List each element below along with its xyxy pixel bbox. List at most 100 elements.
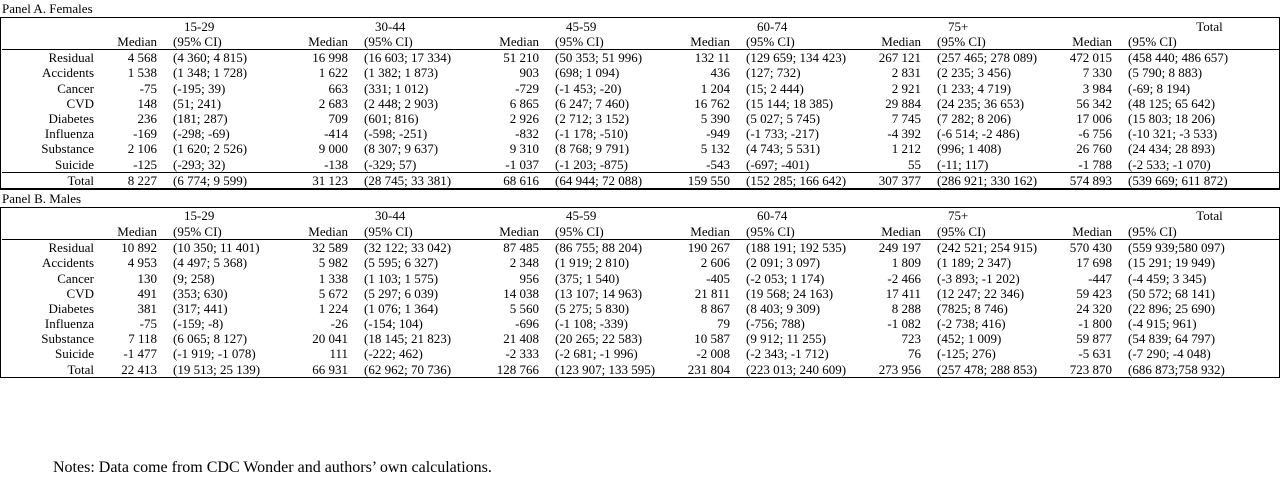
ci-value: (-2 681; -1 996) [555, 346, 638, 362]
table-row: Accidents 1 538 (1 348; 1 728) 1 622 (1 382;… [2, 65, 1280, 80]
ci-value: (8 768; 9 791) [555, 141, 630, 157]
ci-value: (86 755; 88 204) [555, 240, 643, 256]
ci-value: (-4 459; 3 345) [1128, 270, 1207, 286]
median-value: 491 [137, 285, 158, 301]
ci-value: (-2 533; -1 070) [1128, 156, 1211, 172]
ci-value: (317; 441) [173, 300, 228, 316]
median-value: -4 392 [887, 126, 921, 142]
median-value: 21 408 [503, 331, 539, 347]
table-row: Influenza -75 (-159; -8) -26 (-154; 104) -696… [2, 316, 1280, 331]
ci-value: (5 595; 6 327) [364, 255, 439, 271]
median-value: 128 766 [496, 361, 539, 377]
ci-value: (7 282; 8 206) [937, 111, 1012, 127]
median-value: 3 984 [1082, 80, 1112, 96]
median-value: 20 041 [312, 331, 348, 347]
median-value: 4 568 [127, 50, 157, 66]
age-group-header: Total [1196, 208, 1223, 224]
median-value: 21 811 [694, 285, 730, 301]
ci-value: (9 912; 11 255) [746, 331, 827, 347]
ci-value: (6 774; 9 599) [165, 171, 293, 188]
median-header: Median [866, 34, 929, 51]
median-value: -1 037 [505, 156, 539, 172]
median-value: 16 762 [694, 95, 730, 111]
row-label: Residual [48, 50, 95, 66]
table-row: Cancer -75 (-195; 39) 663 (331; 1 012) -729 (-… [2, 81, 1280, 96]
median-header: Median [102, 223, 165, 241]
table-row: Residual 4 568 (4 360; 4 815) 16 998 (16 603… [2, 50, 1280, 66]
table-row: CVD 491 (353; 630) 5 672 (5 297; 6 039) 14 03… [2, 286, 1280, 301]
ci-value: (-195; 39) [173, 80, 226, 96]
age-group-header: 30-44 [375, 18, 406, 34]
row-label: Suicide [55, 346, 94, 362]
ci-value: (54 839; 64 797) [1128, 331, 1216, 347]
ci-value: (20 265; 22 583) [555, 331, 643, 347]
ci-value: (6 065; 8 127) [173, 331, 248, 347]
table-row: Diabetes 381 (317; 441) 1 224 (1 076; 1 364)… [2, 301, 1280, 316]
median-value: -1 788 [1078, 156, 1112, 172]
median-value: -696 [515, 316, 539, 332]
ci-header: (95% CI) [547, 223, 675, 241]
ci-value: (-2 738; 416) [937, 316, 1006, 332]
age-group-header: 45-59 [566, 18, 597, 34]
median-value: -949 [706, 126, 730, 142]
median-value: 29 884 [885, 95, 921, 111]
median-value: 8 867 [700, 300, 730, 316]
ci-value: (-10 321; -3 533) [1128, 126, 1218, 142]
median-value: 7 330 [1082, 65, 1112, 81]
median-value: 1 338 [318, 270, 348, 286]
median-value: -543 [706, 156, 730, 172]
table-notes: Notes: Data come from CDC Wonder and aut… [53, 459, 492, 476]
ci-header: (95% CI) [1120, 34, 1280, 51]
ci-value: (242 521; 254 915) [937, 240, 1038, 256]
median-value: 26 760 [1076, 141, 1112, 157]
median-value: 2 606 [700, 255, 730, 271]
median-value: 31 123 [293, 171, 356, 188]
ci-header: (95% CI) [738, 34, 866, 51]
median-value: 190 267 [687, 240, 730, 256]
median-value: 6 865 [509, 95, 539, 111]
row-label: Substance [41, 141, 94, 157]
table-row: Accidents 4 953 (4 497; 5 368) 5 982 (5 595;… [2, 255, 1280, 270]
row-label: Accidents [42, 255, 94, 271]
median-value: 5 672 [318, 285, 348, 301]
median-value: 4 953 [127, 255, 157, 271]
ci-value: (257 465; 278 089) [937, 50, 1038, 66]
age-group-header: Total [1196, 18, 1223, 34]
median-value: 2 831 [891, 65, 921, 81]
ci-header: (95% CI) [929, 34, 1057, 51]
median-value: -729 [515, 80, 539, 96]
row-label: Accidents [42, 65, 94, 81]
median-value: 436 [710, 65, 731, 81]
ci-value: (-7 290; -4 048) [1128, 346, 1211, 362]
ci-value: (28 745; 33 381) [356, 171, 484, 188]
panel-table: 15-29 30-44 45-59 60-74 75+ Total Median (95% C… [2, 208, 1280, 377]
ci-value: (-1 178; -510) [555, 126, 628, 142]
ci-value: (2 091; 3 097) [746, 255, 821, 271]
median-value: 307 377 [866, 171, 929, 188]
median-value: 5 132 [700, 141, 730, 157]
table-row: Residual 10 892 (10 350; 11 401) 32 589 (32 … [2, 240, 1280, 256]
median-value: 8 227 [102, 171, 165, 188]
ci-header: (95% CI) [929, 223, 1057, 241]
median-value: 51 210 [503, 50, 539, 66]
median-value: -125 [133, 156, 157, 172]
median-value: 9 310 [509, 141, 539, 157]
row-label: Residual [48, 240, 95, 256]
median-value: 16 998 [312, 50, 348, 66]
ci-value: (2 448; 2 903) [364, 95, 439, 111]
row-label: Total [67, 361, 94, 377]
median-value: 2 926 [509, 111, 539, 127]
ci-value: (15 144; 18 385) [746, 95, 834, 111]
ci-header: (95% CI) [165, 223, 293, 241]
ci-header: (95% CI) [738, 223, 866, 241]
median-header: Median [675, 34, 738, 51]
ci-value: (601; 816) [364, 111, 419, 127]
ci-value: (1 919; 2 810) [555, 255, 630, 271]
ci-value: (-2 053; 1 174) [746, 270, 825, 286]
row-label: Cancer [57, 80, 94, 96]
ci-value: (50 572; 68 141) [1128, 285, 1216, 301]
blank-cell [2, 223, 102, 241]
median-value: 2 683 [318, 95, 348, 111]
age-group-header: 15-29 [184, 18, 215, 34]
age-group-header: 15-29 [184, 208, 215, 224]
